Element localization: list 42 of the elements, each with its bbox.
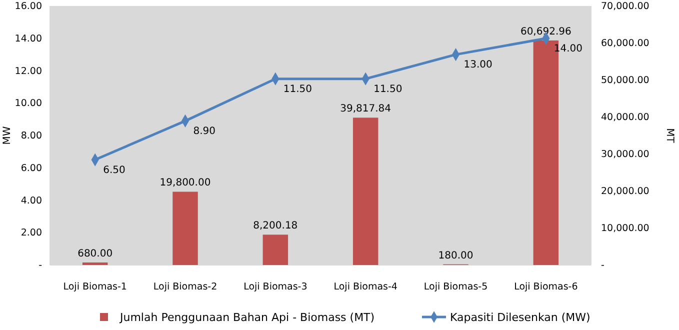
bar — [82, 262, 108, 265]
x-tick-label: Loji Biomas-2 — [153, 282, 218, 293]
data-label: 39,817.84 — [340, 104, 392, 115]
bar — [352, 118, 378, 265]
y-tick-label: 8.00 — [20, 130, 42, 142]
x-tick-label: Loji Biomas-1 — [63, 282, 127, 293]
y-tick-label: - — [38, 260, 42, 272]
data-label: 6.50 — [103, 164, 126, 176]
y2-tick-label: 30,000.00 — [601, 149, 650, 160]
y-tick-label: 6.00 — [20, 162, 42, 174]
legend-label: Kapasiti Dilesenkan (MW) — [450, 311, 590, 324]
y2-tick-label: 60,000.00 — [601, 38, 650, 50]
data-label: 11.50 — [283, 84, 312, 95]
y-axis-title: MW — [2, 126, 13, 145]
x-tick-label: Loji Biomas-4 — [334, 282, 398, 293]
data-label: 8.90 — [193, 126, 216, 137]
y-tick-label: 10.00 — [14, 98, 42, 110]
x-tick-label: Loji Biomas-5 — [424, 282, 488, 293]
y2-axis-title: MT — [664, 128, 675, 144]
data-label: 60,692.96 — [520, 26, 572, 38]
bar — [262, 234, 288, 265]
y2-tick-label: 40,000.00 — [601, 112, 650, 124]
y-tick-label: 14.00 — [14, 33, 42, 44]
data-label: 11.50 — [374, 84, 402, 95]
data-label: 8,200.18 — [253, 220, 298, 232]
data-label: 19,800.00 — [160, 178, 211, 189]
data-label: 180.00 — [438, 250, 474, 262]
data-label: 680.00 — [78, 248, 113, 260]
x-tick-label: Loji Biomas-3 — [244, 282, 308, 293]
y-tick-label: 4.00 — [20, 195, 42, 206]
y-tick-label: 2.00 — [20, 228, 42, 239]
y2-tick-label: - — [601, 260, 604, 272]
y2-tick-label: 10,000.00 — [601, 223, 650, 234]
y-tick-label: 12.00 — [14, 66, 42, 77]
data-label: 13.00 — [464, 60, 492, 71]
y2-tick-label: 70,000.00 — [601, 1, 650, 12]
bar — [172, 192, 198, 265]
y-tick-label: 16.00 — [14, 1, 42, 12]
y2-tick-label: 50,000.00 — [601, 75, 650, 86]
y2-tick-label: 20,000.00 — [601, 186, 650, 198]
x-tick-label: Loji Biomas-6 — [514, 282, 578, 293]
legend-label: Jumlah Penggunaan Bahan Api - Biomass (MT) — [119, 311, 375, 324]
